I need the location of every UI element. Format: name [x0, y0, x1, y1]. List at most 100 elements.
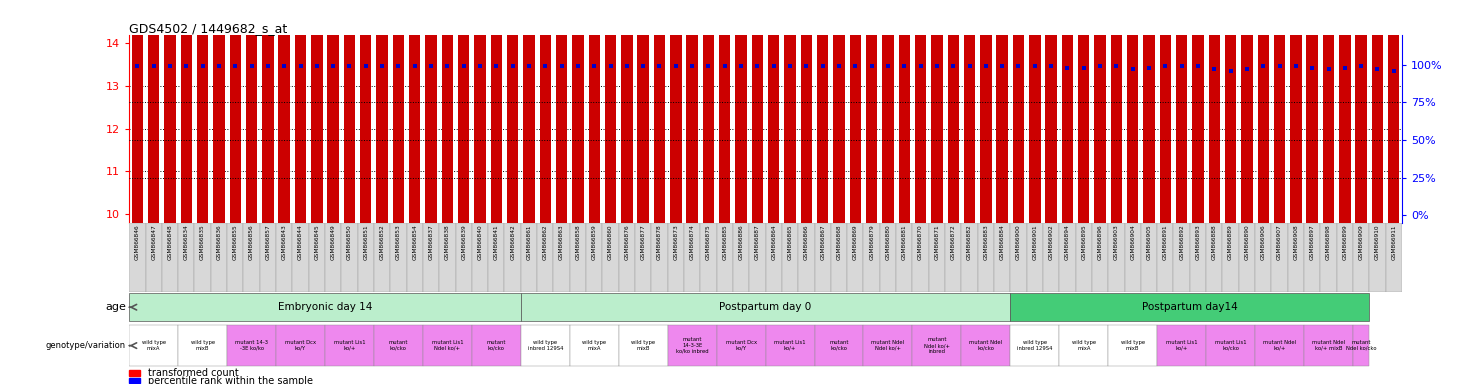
- Point: [223, 63, 247, 69]
- Text: GSM866888: GSM866888: [1211, 224, 1217, 260]
- Bar: [784, 0, 796, 223]
- Bar: [621, 0, 633, 223]
- Point: [647, 63, 671, 69]
- Bar: [311, 0, 323, 223]
- Bar: [489, 223, 505, 292]
- Text: mutant
Ndel ko/+
inbred: mutant Ndel ko/+ inbred: [923, 337, 950, 354]
- Bar: [1157, 223, 1173, 292]
- Text: GSM866868: GSM866868: [837, 224, 841, 260]
- Text: mutant Ndel
ko/+: mutant Ndel ko/+: [1262, 340, 1296, 351]
- Text: GSM866847: GSM866847: [151, 224, 156, 260]
- Text: mutant Lis1
Ndel ko/+: mutant Lis1 Ndel ko/+: [432, 340, 464, 351]
- Text: GSM866885: GSM866885: [722, 224, 727, 260]
- Bar: [1242, 0, 1252, 223]
- Bar: [1111, 0, 1122, 223]
- Bar: [1323, 0, 1334, 223]
- Point: [746, 63, 769, 69]
- Text: GSM866840: GSM866840: [477, 224, 483, 260]
- Bar: [652, 223, 668, 292]
- Bar: [540, 0, 550, 223]
- Text: GSM866863: GSM866863: [559, 224, 564, 260]
- Bar: [669, 0, 681, 223]
- Point: [191, 63, 214, 69]
- Bar: [866, 0, 878, 223]
- Bar: [521, 293, 1010, 321]
- Point: [991, 63, 1014, 69]
- Bar: [850, 0, 862, 223]
- Point: [697, 63, 721, 69]
- Bar: [618, 223, 636, 292]
- Text: GSM866849: GSM866849: [330, 224, 336, 260]
- Bar: [1026, 223, 1042, 292]
- Bar: [1239, 223, 1255, 292]
- Point: [1381, 68, 1405, 74]
- Text: mutant Ndel
ko/cko: mutant Ndel ko/cko: [969, 340, 1003, 351]
- Text: GSM866892: GSM866892: [1179, 224, 1185, 260]
- Bar: [1029, 0, 1041, 223]
- Text: wild type
mixB: wild type mixB: [191, 340, 214, 351]
- Bar: [181, 0, 192, 223]
- Bar: [799, 223, 815, 292]
- Text: GSM866862: GSM866862: [543, 224, 548, 260]
- Bar: [978, 223, 994, 292]
- Bar: [766, 325, 815, 366]
- Text: wild type
mixA: wild type mixA: [1072, 340, 1095, 351]
- Bar: [1173, 223, 1189, 292]
- Bar: [458, 0, 470, 223]
- Bar: [1160, 0, 1171, 223]
- Bar: [929, 223, 945, 292]
- Bar: [768, 0, 780, 223]
- Point: [1039, 63, 1063, 69]
- Bar: [947, 0, 959, 223]
- Bar: [292, 223, 308, 292]
- Text: mutant
14-3-3E
ko/ko inbred: mutant 14-3-3E ko/ko inbred: [675, 337, 709, 354]
- Bar: [263, 0, 273, 223]
- Bar: [244, 223, 260, 292]
- Text: GSM866903: GSM866903: [1114, 224, 1119, 260]
- Text: GSM866875: GSM866875: [706, 224, 711, 260]
- Bar: [1290, 0, 1302, 223]
- Point: [420, 63, 443, 69]
- Text: GSM866851: GSM866851: [363, 224, 368, 260]
- Point: [436, 63, 459, 69]
- Text: GSM866884: GSM866884: [1000, 224, 1004, 260]
- Bar: [1337, 223, 1353, 292]
- Bar: [295, 0, 307, 223]
- Text: Postpartum day 0: Postpartum day 0: [719, 302, 812, 312]
- Text: GSM866881: GSM866881: [901, 224, 907, 260]
- Point: [452, 63, 476, 69]
- Point: [1023, 63, 1047, 69]
- Bar: [132, 0, 142, 223]
- Bar: [570, 325, 618, 366]
- Text: mutant 14-3
-3E ko/ko: mutant 14-3 -3E ko/ko: [235, 340, 269, 351]
- Bar: [1042, 223, 1060, 292]
- Bar: [800, 0, 812, 223]
- Text: GSM866897: GSM866897: [1309, 224, 1315, 260]
- Text: transformed count: transformed count: [147, 368, 238, 378]
- Text: GSM866882: GSM866882: [967, 224, 972, 260]
- Bar: [374, 223, 390, 292]
- Point: [664, 63, 687, 69]
- Bar: [324, 325, 374, 366]
- Text: GSM866854: GSM866854: [413, 224, 417, 260]
- Bar: [1224, 0, 1236, 223]
- Bar: [276, 223, 292, 292]
- Point: [1365, 66, 1389, 72]
- Text: GSM866893: GSM866893: [1195, 224, 1201, 260]
- Point: [1154, 63, 1177, 69]
- Text: mutant Lis1
ko/+: mutant Lis1 ko/+: [774, 340, 806, 351]
- Text: GSM866856: GSM866856: [250, 224, 254, 260]
- Point: [370, 63, 393, 69]
- Bar: [847, 223, 863, 292]
- Bar: [1141, 223, 1157, 292]
- Text: mutant Ndel
ko/+ mixB: mutant Ndel ko/+ mixB: [1312, 340, 1345, 351]
- Text: GSM866839: GSM866839: [461, 224, 467, 260]
- Text: GSM866906: GSM866906: [1261, 224, 1265, 260]
- Text: GSM866905: GSM866905: [1147, 224, 1151, 260]
- Text: percentile rank within the sample: percentile rank within the sample: [147, 376, 313, 384]
- Point: [1170, 63, 1193, 69]
- Point: [844, 63, 868, 69]
- Point: [289, 63, 313, 69]
- Text: genotype/variation: genotype/variation: [46, 341, 126, 350]
- Point: [1333, 65, 1356, 71]
